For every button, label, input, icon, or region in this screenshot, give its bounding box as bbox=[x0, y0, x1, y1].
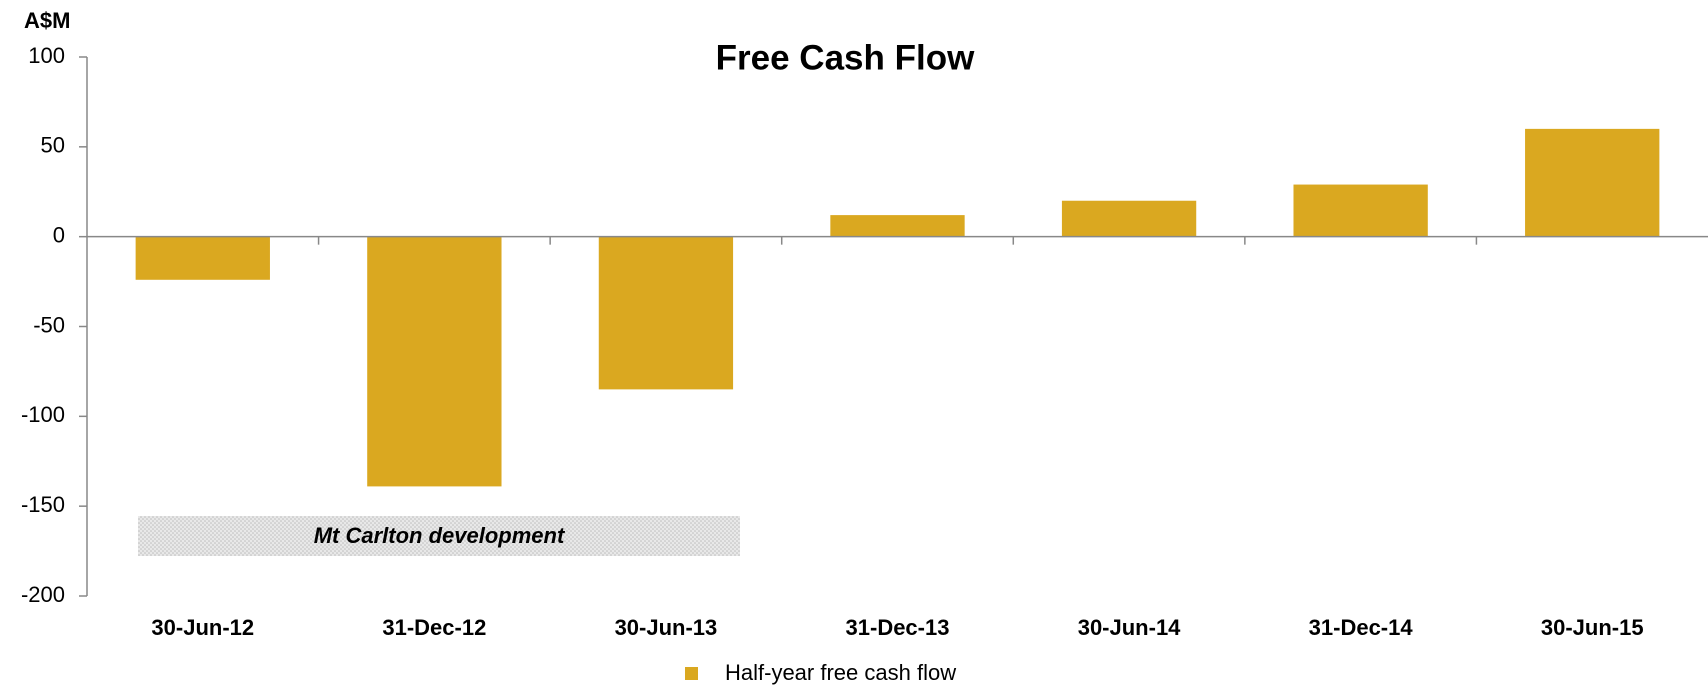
x-tick-label: 30-Jun-12 bbox=[151, 615, 254, 640]
y-tick-label: 50 bbox=[41, 133, 65, 158]
chart-title: Free Cash Flow bbox=[716, 38, 975, 77]
x-tick-label: 31-Dec-14 bbox=[1309, 615, 1414, 640]
annotation: Mt Carlton development bbox=[314, 523, 566, 548]
bar bbox=[367, 236, 502, 487]
bar bbox=[135, 236, 270, 280]
x-tick-label: 30-Jun-15 bbox=[1541, 615, 1644, 640]
y-axis-label: A$M bbox=[24, 8, 70, 33]
legend-swatch bbox=[685, 667, 698, 680]
x-tick-label: 31-Dec-13 bbox=[846, 615, 950, 640]
y-tick-label: -50 bbox=[33, 312, 65, 337]
bar bbox=[1293, 184, 1428, 237]
annotation-box bbox=[138, 516, 740, 556]
x-tick-label: 30-Jun-13 bbox=[615, 615, 718, 640]
y-tick-label: -100 bbox=[21, 402, 65, 427]
bar bbox=[1061, 200, 1197, 237]
y-tick-label: 0 bbox=[53, 222, 65, 247]
x-tick-label: 30-Jun-14 bbox=[1078, 615, 1181, 640]
y-tick-label: -200 bbox=[21, 582, 65, 607]
bar bbox=[598, 236, 734, 390]
legend-label: Half-year free cash flow bbox=[725, 660, 956, 685]
bar bbox=[1525, 128, 1660, 237]
y-tick-label: -150 bbox=[21, 492, 65, 517]
x-tick-label: 31-Dec-12 bbox=[382, 615, 486, 640]
bar bbox=[830, 215, 965, 237]
y-tick-label: 100 bbox=[28, 43, 65, 68]
